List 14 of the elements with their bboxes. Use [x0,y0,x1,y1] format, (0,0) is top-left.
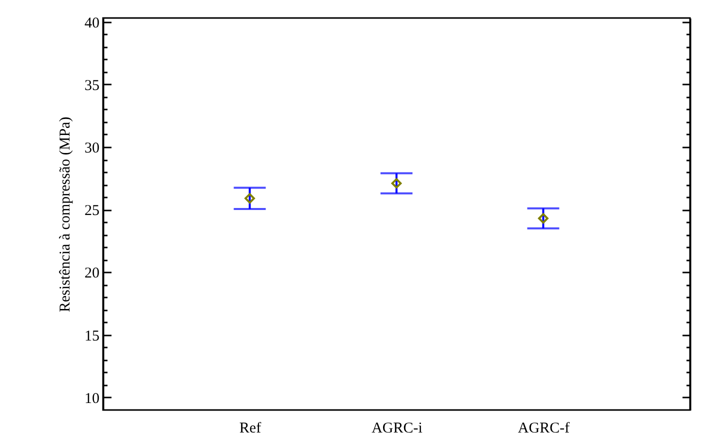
point [538,213,548,224]
y-tick-label: 25 [84,203,100,220]
y-tick-label: 30 [84,140,100,156]
x-tick-label: AGRC-i [372,420,422,436]
point [391,178,402,188]
y-tick-label: 35 [84,78,100,94]
x-tick-label: AGRC-f [518,420,570,436]
x-tick-label: Ref [239,420,262,436]
y-tick-label: 40 [84,15,100,32]
y-tick-label: 10 [84,390,100,407]
y-tick-label: 15 [84,328,100,344]
y-tick-label: 20 [84,266,100,282]
y-axis-title: Resistência à compressão (MPa) [58,116,74,312]
point [244,193,255,204]
